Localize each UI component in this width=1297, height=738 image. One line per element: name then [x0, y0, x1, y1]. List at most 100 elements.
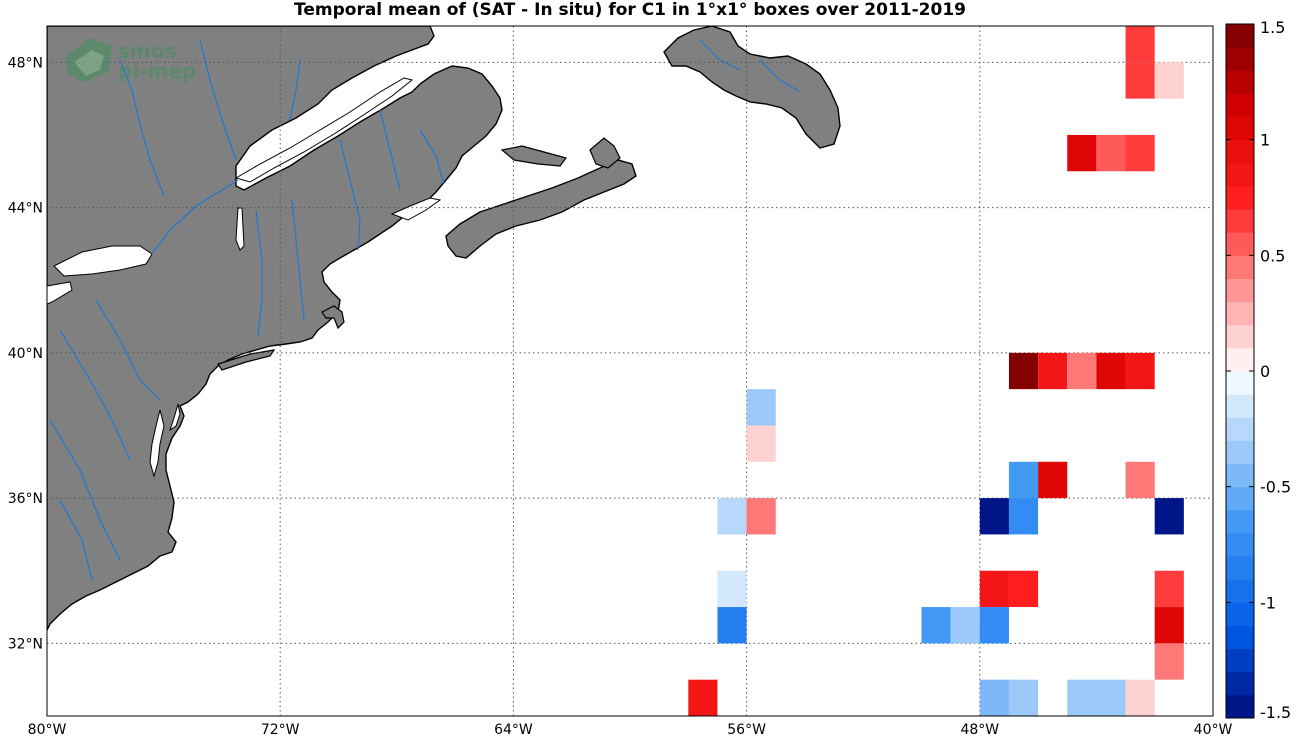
heatmap-cell	[1008, 352, 1039, 390]
colorbar-level	[1226, 232, 1254, 256]
colorbar-tick-label: -0.5	[1260, 478, 1291, 497]
lon-tick-label: 72°W	[261, 722, 300, 738]
st-lawrence-estuary	[234, 77, 414, 183]
heatmap-cell	[1125, 461, 1155, 499]
colorbar-level	[1226, 486, 1254, 511]
colorbar-level	[1226, 347, 1254, 372]
colorbar-level	[1226, 209, 1254, 233]
heatmap-cell	[979, 607, 1009, 644]
colorbar-tick-label: 0.5	[1260, 246, 1285, 265]
colorbar-level	[1226, 532, 1254, 557]
smos-pimep-watermark: smos pi-mep	[66, 38, 196, 83]
heatmap-cell	[1125, 679, 1155, 716]
colorbar-level	[1226, 278, 1254, 303]
colorbar-level	[1226, 185, 1254, 210]
colorbar-level	[1226, 93, 1254, 118]
newfoundland	[663, 26, 841, 149]
heatmap-cell	[1096, 679, 1126, 716]
land-layer	[47, 26, 841, 631]
colorbar-level	[1226, 394, 1254, 418]
colorbar-level	[1226, 162, 1254, 187]
colorbar-level	[1226, 509, 1254, 534]
prince-edward-island	[500, 145, 568, 167]
cape-cod	[321, 305, 345, 330]
heatmap-cell	[717, 570, 747, 608]
colorbar-level	[1226, 440, 1254, 465]
lat-tick-label: 44°N	[8, 201, 43, 217]
colorbar-level	[1226, 116, 1254, 141]
lon-tick-label: 40°W	[1194, 722, 1233, 738]
river-network	[49, 39, 801, 581]
lat-tick-label: 32°N	[8, 636, 43, 652]
lat-tick-label: 36°N	[8, 491, 43, 507]
heatmap-cell	[1067, 679, 1097, 716]
heatmap-cell	[1125, 134, 1155, 172]
heatmap-cell	[1125, 62, 1155, 99]
heatmap-cell	[979, 570, 1009, 608]
heatmap-cell	[1154, 62, 1184, 99]
colorbar-level	[1226, 70, 1254, 94]
colorbar-level	[1226, 579, 1254, 603]
land-north-america	[47, 26, 503, 631]
heatmap-cell	[688, 679, 718, 716]
cape-breton	[589, 137, 621, 169]
colorbar-level	[1226, 417, 1254, 441]
colorbar-level	[1226, 371, 1254, 395]
heatmap-cells	[688, 26, 1184, 716]
colorbar-level	[1226, 671, 1254, 696]
heatmap-cell	[921, 607, 951, 644]
heatmap-cell	[1125, 26, 1155, 63]
lat-tick-label: 48°N	[8, 55, 43, 71]
colorbar-level	[1226, 139, 1254, 164]
colorbar-tick-labels: 1.5 1 0.5 0 -0.5 -1 -1.5	[1226, 18, 1291, 722]
heatmap-cell	[746, 498, 776, 535]
latitude-tick-labels: 32°N 36°N 40°N 44°N 48°N	[8, 55, 43, 652]
watermark-line1: smos	[118, 39, 176, 63]
heatmap-cell	[1096, 352, 1126, 390]
colorbar-tick-label: -1	[1260, 593, 1276, 612]
colorbar-level	[1226, 301, 1254, 326]
delaware-bay	[169, 403, 181, 432]
heatmap-cell	[979, 498, 1009, 535]
heatmap-cell	[1008, 461, 1039, 499]
colorbar-tick-label: 1.5	[1260, 18, 1285, 37]
heatmap-cell	[979, 679, 1009, 716]
heatmap-cell	[1154, 570, 1184, 608]
lake-ontario	[53, 245, 153, 277]
heatmap-cell	[1038, 461, 1068, 499]
heatmap-cell	[1125, 352, 1155, 390]
heatmap-cell	[746, 389, 776, 426]
colorbar-level	[1226, 694, 1254, 719]
heatmap-cell	[746, 425, 776, 462]
lon-tick-label: 80°W	[28, 722, 67, 738]
lat-tick-label: 40°N	[8, 346, 43, 362]
map-title: Temporal mean of (SAT - In situ) for C1 …	[294, 0, 966, 20]
heatmap-cell	[1096, 134, 1126, 172]
watermark-line2: pi-mep	[118, 59, 196, 83]
nova-scotia	[445, 159, 637, 259]
heatmap-cell	[1067, 134, 1097, 172]
colorbar-tick-label: 1	[1260, 131, 1270, 150]
bay-of-fundy	[390, 197, 442, 221]
lon-tick-label: 64°W	[494, 722, 533, 738]
heatmap-cell	[1154, 498, 1184, 535]
chesapeake-bay	[149, 409, 165, 478]
lake-erie	[47, 281, 73, 305]
longitude-tick-labels: 80°W 72°W 64°W 56°W 48°W 40°W	[28, 722, 1233, 738]
heatmap-cell	[1008, 570, 1039, 608]
colorbar-level	[1226, 625, 1254, 650]
heatmap-cell	[1008, 498, 1039, 535]
map-frame	[46, 25, 1214, 717]
heatmap-cell	[1008, 679, 1039, 716]
colorbar-level	[1226, 556, 1254, 580]
colorbar-level	[1226, 463, 1254, 488]
heatmap-cell	[1067, 352, 1097, 390]
heatmap-cell	[717, 498, 747, 535]
heatmap-cell	[950, 607, 980, 644]
lake-champlain	[235, 207, 245, 251]
long-island	[217, 349, 276, 371]
colorbar	[1225, 23, 1255, 719]
heatmap-cell	[717, 607, 747, 644]
smos-logo-icon	[66, 38, 112, 82]
